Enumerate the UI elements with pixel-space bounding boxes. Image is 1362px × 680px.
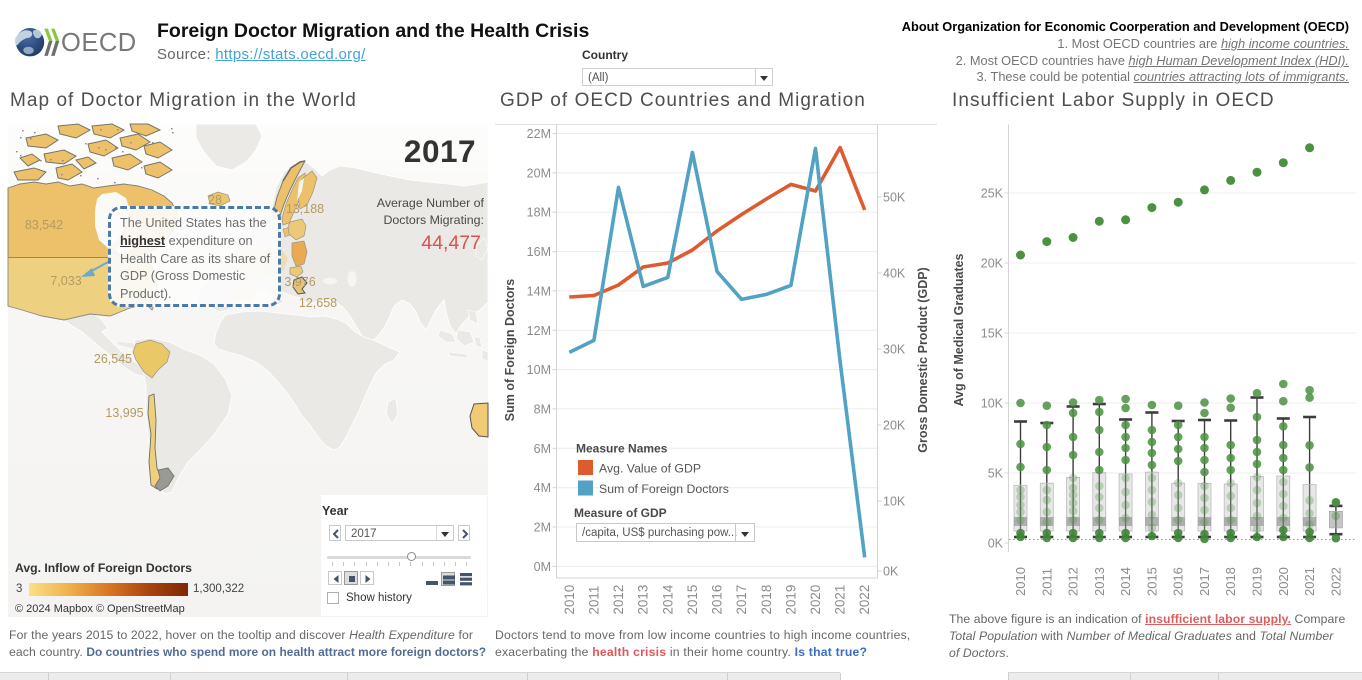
svg-text:18M: 18M xyxy=(527,206,551,220)
svg-text:2020: 2020 xyxy=(1276,567,1291,596)
svg-text:2013: 2013 xyxy=(636,585,651,615)
svg-text:2018: 2018 xyxy=(759,585,774,615)
svg-text:2011: 2011 xyxy=(1039,568,1054,596)
svg-text:16M: 16M xyxy=(527,245,551,259)
svg-text:Avg. Value of GDP: Avg. Value of GDP xyxy=(599,462,701,476)
svg-text:2019: 2019 xyxy=(783,585,798,615)
svg-text:2M: 2M xyxy=(534,521,551,535)
svg-text:15K: 15K xyxy=(981,327,1004,341)
svg-text:OECD: OECD xyxy=(61,29,137,57)
svg-text:20K: 20K xyxy=(883,419,906,433)
svg-text:2011: 2011 xyxy=(586,586,601,615)
svg-text:2010: 2010 xyxy=(562,585,577,615)
svg-text:0K: 0K xyxy=(988,537,1004,551)
svg-text:20M: 20M xyxy=(527,166,551,180)
svg-text:2021: 2021 xyxy=(1302,567,1317,596)
svg-text:10M: 10M xyxy=(527,363,551,377)
svg-text:20K: 20K xyxy=(981,257,1004,271)
svg-text:6M: 6M xyxy=(534,442,551,456)
svg-text:2014: 2014 xyxy=(660,584,675,614)
svg-text:2016: 2016 xyxy=(1171,567,1186,596)
svg-text:10K: 10K xyxy=(883,495,906,509)
svg-text:2012: 2012 xyxy=(1066,567,1081,596)
svg-text:2010: 2010 xyxy=(1013,567,1028,596)
svg-text:2015: 2015 xyxy=(685,585,700,615)
svg-text:2015: 2015 xyxy=(1144,567,1159,596)
svg-text:2018: 2018 xyxy=(1223,567,1238,596)
svg-text:Measure Names: Measure Names xyxy=(576,442,668,456)
svg-text:2021: 2021 xyxy=(833,585,848,615)
svg-text:30K: 30K xyxy=(883,343,906,357)
svg-text:2022: 2022 xyxy=(857,585,872,615)
svg-text:Sum of Foreign Doctors: Sum of Foreign Doctors xyxy=(503,279,517,421)
svg-text:2020: 2020 xyxy=(808,585,823,615)
svg-text:Avg of Medical Graduates: Avg of Medical Graduates xyxy=(952,253,966,406)
svg-text:40K: 40K xyxy=(883,267,906,281)
svg-text:0K: 0K xyxy=(883,565,899,579)
svg-text:25K: 25K xyxy=(981,187,1004,201)
svg-text:2012: 2012 xyxy=(611,585,626,615)
svg-text:8M: 8M xyxy=(534,402,551,416)
svg-text:2019: 2019 xyxy=(1250,567,1265,596)
svg-text:2013: 2013 xyxy=(1092,567,1107,596)
svg-text:Sum of Foreign Doctors: Sum of Foreign Doctors xyxy=(599,482,729,496)
svg-text:10K: 10K xyxy=(981,397,1004,411)
svg-text:2017: 2017 xyxy=(734,585,749,615)
svg-text:22M: 22M xyxy=(527,127,551,141)
svg-text:2014: 2014 xyxy=(1118,567,1133,596)
svg-text:14M: 14M xyxy=(527,284,551,298)
svg-text:2017: 2017 xyxy=(1197,567,1212,596)
svg-text:5K: 5K xyxy=(988,467,1004,481)
svg-text:2016: 2016 xyxy=(710,585,725,615)
svg-text:Gross Domestic Product (GDP): Gross Domestic Product (GDP) xyxy=(916,267,930,452)
svg-text:0M: 0M xyxy=(534,560,551,574)
svg-text:4M: 4M xyxy=(534,481,551,495)
svg-text:50K: 50K xyxy=(883,191,906,205)
svg-text:12M: 12M xyxy=(527,324,551,338)
svg-text:Measure of GDP: Measure of GDP xyxy=(574,506,667,520)
svg-text:2022: 2022 xyxy=(1328,567,1343,596)
